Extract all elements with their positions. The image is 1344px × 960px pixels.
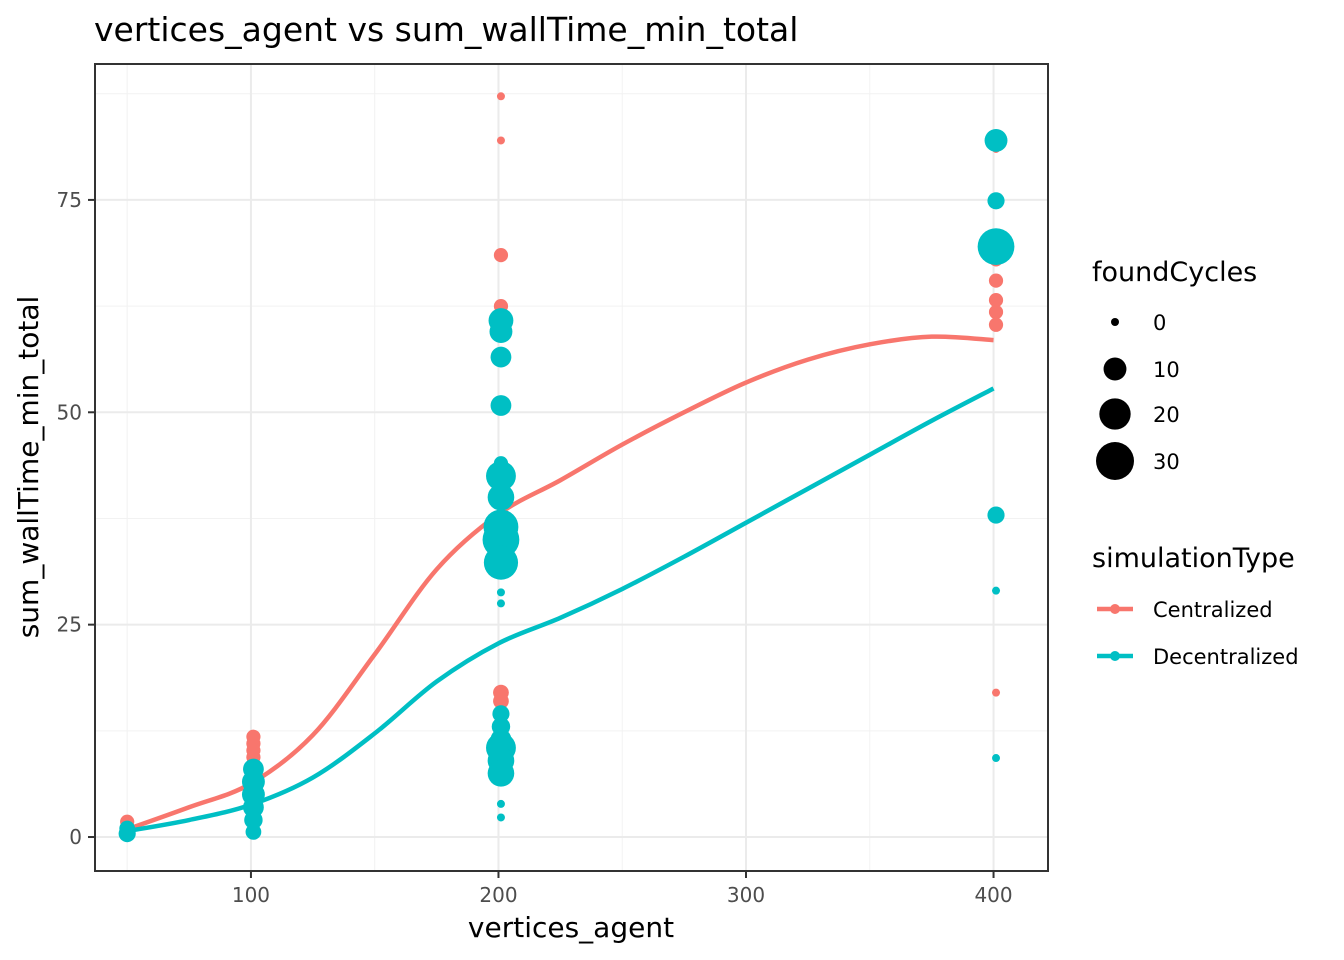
color-legend-label: Centralized [1153,598,1273,622]
data-point-centralized [496,92,505,101]
data-point-decentralized [496,813,505,822]
size-legend-key [1111,318,1119,326]
size-legend-label: 10 [1153,358,1180,382]
y-tick-label: 0 [69,825,82,849]
data-point-centralized [988,293,1004,308]
plot-panel-border [94,63,1049,872]
data-point-centralized [493,248,509,263]
data-point-decentralized [489,320,513,344]
data-point-decentralized [487,483,515,511]
data-point-decentralized [987,192,1005,210]
x-tick-label: 400 [974,883,1012,907]
data-point-decentralized [486,461,516,491]
legend: foundCycles 0 10 20 30 simulationType Centr… [1092,257,1299,669]
smooth-line-decentralized [126,386,995,834]
data-point-decentralized [987,506,1005,524]
color-legend-title: simulationType [1092,543,1295,574]
data-point-decentralized [119,820,136,837]
data-point-decentralized [496,599,505,608]
data-point-centralized [988,273,1004,288]
data-point-decentralized [496,588,505,597]
axes: 100 200 300 400 0 25 50 75 [57,188,1013,907]
color-legend-dot [1110,651,1120,661]
data-point-decentralized [490,346,512,368]
size-legend-label: 30 [1153,450,1180,474]
size-legend-key [1103,357,1127,381]
grid-lines [95,64,1048,871]
data-point-decentralized [487,760,515,787]
smooth-lines [126,334,995,834]
size-legend-key [1099,398,1131,430]
y-tick-label: 25 [57,613,82,637]
x-axis-title: vertices_agent [468,911,674,944]
data-point-decentralized [245,824,262,840]
data-point-centralized [988,304,1004,320]
x-tick-label: 100 [232,883,270,907]
x-tick-label: 200 [479,883,517,907]
data-point-centralized [988,317,1004,332]
size-legend-key [1096,442,1134,480]
size-legend-label: 0 [1153,311,1166,335]
y-tick-label: 75 [57,188,82,212]
color-legend-keys: Centralized Decentralized [1097,598,1299,669]
color-legend-label: Decentralized [1153,645,1299,669]
data-point-decentralized [244,810,263,830]
data-point-decentralized [992,754,1001,763]
data-point-centralized [992,688,1001,697]
size-legend-keys: 0 10 20 30 [1096,311,1180,480]
data-point-centralized [493,693,509,709]
y-tick-label: 50 [57,400,82,424]
y-axis-title: sum_wallTime_min_total [12,296,45,639]
chart-title: vertices_agent vs sum_wallTime_min_total [94,10,798,49]
data-point-decentralized [992,586,1001,595]
x-tick-label: 300 [727,883,765,907]
data-point-centralized [496,136,505,145]
data-point-decentralized [490,395,512,416]
data-points [118,92,1015,843]
smooth-line-centralized [126,334,994,832]
size-legend-label: 20 [1153,403,1180,427]
data-point-decentralized [492,705,510,723]
data-point-decentralized [483,545,519,580]
size-legend-title: foundCycles [1092,257,1257,288]
data-point-decentralized [984,129,1008,152]
data-point-decentralized [977,228,1015,266]
data-point-decentralized [496,799,505,808]
color-legend-dot [1110,604,1120,614]
